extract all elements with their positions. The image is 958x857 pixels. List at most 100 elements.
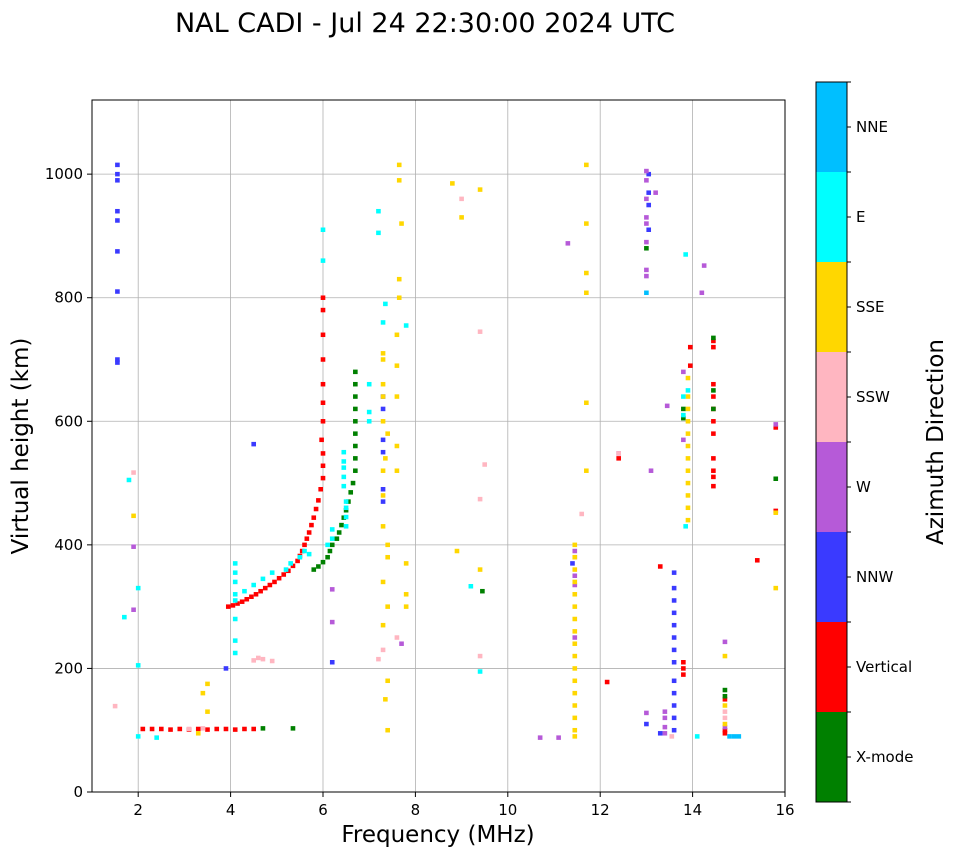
data-point xyxy=(570,561,575,566)
data-point xyxy=(685,493,691,498)
data-point xyxy=(685,375,691,381)
data-point xyxy=(711,335,716,341)
data-point xyxy=(644,239,649,245)
data-point xyxy=(477,187,483,192)
data-point xyxy=(671,715,677,721)
data-point xyxy=(671,570,677,575)
data-point xyxy=(200,726,206,731)
data-point xyxy=(232,561,238,566)
data-point xyxy=(380,468,386,473)
data-point xyxy=(671,585,677,591)
data-point xyxy=(195,726,201,732)
data-point xyxy=(320,258,326,263)
data-point xyxy=(115,249,120,254)
data-point xyxy=(671,622,677,628)
data-point xyxy=(572,542,578,548)
data-point xyxy=(662,724,668,730)
data-point xyxy=(325,542,330,548)
data-point xyxy=(722,653,728,659)
data-point xyxy=(572,703,578,708)
data-point xyxy=(329,536,335,541)
data-point xyxy=(232,616,238,622)
data-point xyxy=(380,437,386,443)
data-point xyxy=(115,178,120,183)
data-point xyxy=(644,178,649,183)
data-point xyxy=(572,579,578,585)
data-point xyxy=(140,726,146,732)
data-point xyxy=(329,542,335,548)
data-point xyxy=(353,456,358,461)
data-point xyxy=(383,697,388,702)
data-point xyxy=(648,468,654,473)
data-point xyxy=(572,604,578,609)
data-point xyxy=(711,406,716,412)
data-point xyxy=(681,660,686,665)
data-point xyxy=(376,208,381,214)
data-point xyxy=(320,475,326,481)
chart-title: NAL CADI - Jul 24 22:30:00 2024 UTC xyxy=(175,8,675,39)
y-tick-label: 600 xyxy=(54,412,83,430)
data-point xyxy=(251,726,257,732)
data-point xyxy=(711,344,716,350)
data-point xyxy=(701,263,707,268)
data-point xyxy=(773,585,779,591)
data-point xyxy=(320,400,326,405)
data-point xyxy=(773,476,779,481)
data-point xyxy=(320,419,326,424)
data-point xyxy=(302,548,307,554)
data-point xyxy=(572,554,578,560)
data-point xyxy=(584,221,589,226)
colorbar-swatch xyxy=(816,442,847,532)
data-point xyxy=(681,394,686,399)
data-point xyxy=(396,295,402,300)
data-point xyxy=(644,221,649,226)
data-point xyxy=(251,441,257,447)
data-point xyxy=(683,524,688,529)
data-point xyxy=(644,215,649,220)
data-point xyxy=(644,721,649,727)
data-point xyxy=(396,162,402,168)
data-point xyxy=(584,270,589,276)
data-point xyxy=(319,437,324,443)
data-point xyxy=(722,697,728,702)
data-point xyxy=(334,536,340,541)
data-point xyxy=(385,678,390,684)
data-point xyxy=(572,734,578,739)
data-point xyxy=(276,575,282,581)
data-point xyxy=(205,681,210,687)
data-point xyxy=(115,360,120,365)
colorbar-swatch xyxy=(816,262,847,352)
colorbar-label-text: E xyxy=(856,208,865,226)
data-point xyxy=(309,522,314,528)
data-point xyxy=(681,672,686,677)
data-point xyxy=(341,459,347,464)
data-point xyxy=(572,641,578,646)
data-point xyxy=(115,357,120,362)
data-point xyxy=(380,449,386,455)
data-point xyxy=(644,710,649,716)
y-tick-label: 200 xyxy=(54,659,83,677)
data-point xyxy=(380,419,386,424)
data-point xyxy=(565,241,571,246)
data-point xyxy=(223,666,229,671)
data-point xyxy=(657,731,663,736)
data-point xyxy=(258,588,263,594)
data-point xyxy=(327,548,333,554)
data-point xyxy=(711,468,716,473)
data-point xyxy=(579,511,585,517)
data-point xyxy=(269,658,275,664)
data-point xyxy=(262,585,268,591)
data-point xyxy=(572,629,578,634)
data-point xyxy=(685,394,691,399)
data-point xyxy=(131,470,136,475)
data-point xyxy=(295,558,300,564)
data-point xyxy=(722,639,728,645)
data-point xyxy=(383,301,388,307)
data-point xyxy=(380,622,386,628)
data-point xyxy=(380,394,386,399)
data-point xyxy=(320,332,326,338)
data-point xyxy=(671,610,677,616)
data-point xyxy=(722,687,728,693)
data-point xyxy=(687,344,693,350)
data-point xyxy=(385,542,390,548)
